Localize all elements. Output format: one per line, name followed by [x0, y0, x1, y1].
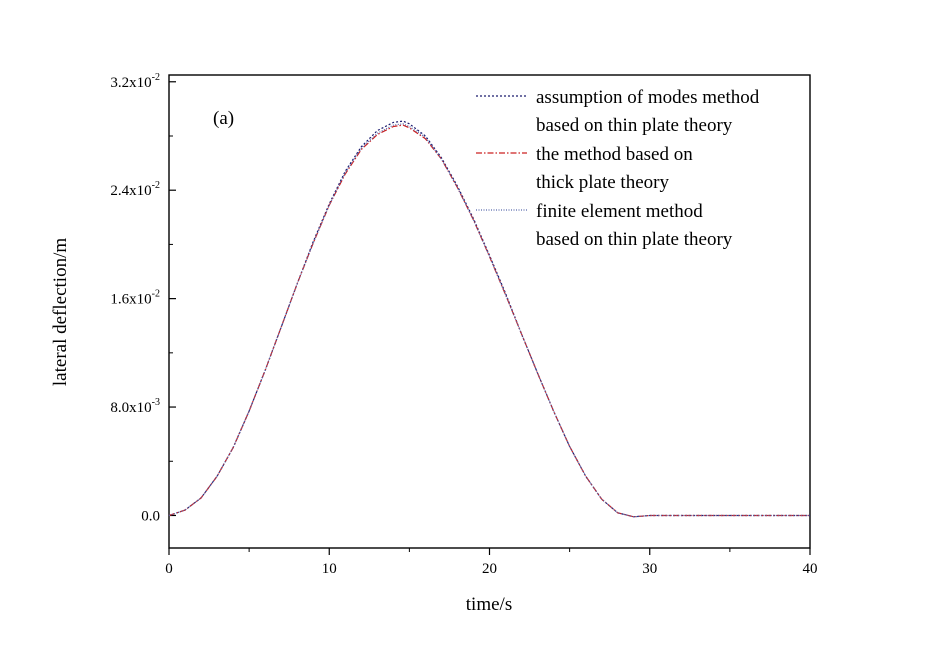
y-axis-ticks: 0.0 8.0x10-3 1.6x10-2 2.4x10-2 3.2x10-2	[110, 72, 176, 524]
y-tick-label: 3.2x10-2	[110, 72, 160, 91]
y-tick-label: 8.0x10-3	[110, 397, 160, 416]
legend-label: the method based on	[536, 144, 693, 165]
legend-label: assumption of modes method	[536, 87, 760, 108]
x-axis-ticks: 0 10 20 30 40	[165, 548, 818, 577]
series-line-3	[168, 123, 810, 518]
x-tick-label: 0	[165, 561, 173, 577]
legend-label: based on thin plate theory	[536, 229, 733, 250]
legend: assumption of modes method based on thin …	[476, 87, 760, 250]
x-tick-label: 30	[642, 561, 657, 577]
legend-label: thick plate theory	[536, 172, 669, 193]
legend-label: based on thin plate theory	[536, 115, 733, 136]
y-tick-label: 0.0	[141, 508, 160, 524]
plot-frame	[168, 74, 811, 549]
x-tick-label: 10	[322, 561, 337, 577]
x-tick-label: 40	[803, 561, 818, 577]
series-line-1	[168, 120, 810, 518]
series-line-2	[168, 124, 810, 518]
legend-label: finite element method	[536, 201, 703, 222]
series-layer	[168, 120, 810, 518]
x-axis-title: time/s	[466, 594, 512, 615]
panel-label: (a)	[213, 108, 234, 129]
y-tick-label: 1.6x10-2	[110, 289, 160, 308]
y-tick-label: 2.4x10-2	[110, 180, 160, 199]
y-axis-title: lateral deflection/m	[50, 238, 71, 386]
x-tick-label: 20	[482, 561, 497, 577]
